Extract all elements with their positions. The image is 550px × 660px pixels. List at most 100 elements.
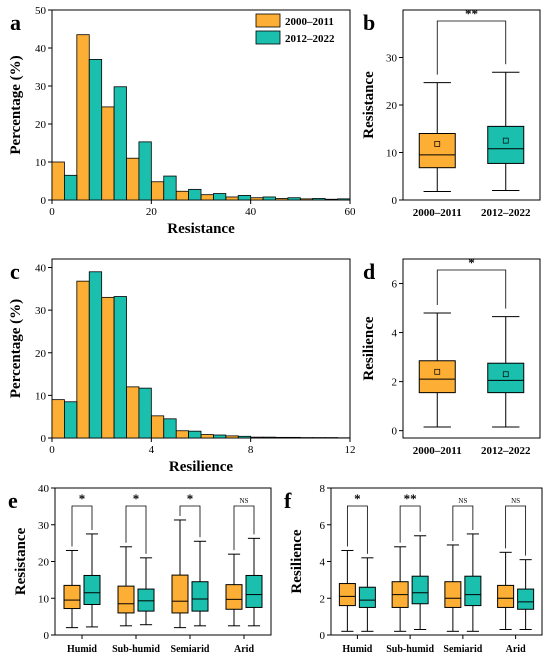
- x-category-label: Arid: [506, 644, 526, 655]
- histogram-bar: [150, 181, 165, 201]
- y-tick-label: 0: [392, 426, 398, 438]
- x-category-label: 2012–2022: [481, 445, 531, 457]
- histogram-bar: [237, 435, 252, 439]
- histogram-bar: [113, 86, 127, 201]
- histogram-bar: [213, 193, 227, 201]
- y-tick-label: 30: [35, 81, 47, 93]
- x-category-label: Humid: [342, 644, 372, 655]
- plot-frame: [402, 9, 541, 201]
- legend-swatch: [255, 30, 281, 45]
- histogram-bar: [200, 194, 214, 201]
- box-body: [517, 588, 535, 610]
- x-category-label: Sub-humid: [386, 644, 434, 655]
- box-body: [411, 575, 429, 605]
- histogram-bar: [88, 271, 103, 439]
- y-axis-label: Resilience: [361, 316, 377, 380]
- histogram-bar: [337, 198, 351, 201]
- y-tick-label: 2: [392, 377, 398, 389]
- box-body: [191, 581, 209, 612]
- panel-a: 0 10 20 30 40 50 0 20 40 60 Percentage (%) Resistan…: [8, 5, 356, 237]
- significance-bracket: [452, 505, 474, 541]
- legend-swatch: [255, 13, 281, 28]
- plot-frame: [402, 258, 541, 439]
- histogram-bar: [188, 430, 202, 439]
- y-axis-label: Percentage (%): [8, 299, 24, 398]
- histogram-bar: [262, 436, 276, 439]
- significance-label: NS: [511, 497, 520, 505]
- histogram-bar: [51, 399, 65, 439]
- x-tick-label: 0: [49, 206, 55, 218]
- histogram-bar: [299, 198, 314, 201]
- x-category-label: Semiarid: [171, 644, 210, 655]
- histogram-bar: [76, 34, 90, 201]
- histogram-bar: [287, 436, 301, 439]
- x-tick-label: 12: [345, 444, 356, 456]
- y-tick-label: 20: [38, 557, 50, 569]
- significance-bracket: [436, 269, 507, 309]
- histogram-bar: [163, 418, 177, 439]
- x-category-label: 2012–2022: [481, 207, 531, 219]
- y-axis-label: Resistance: [13, 527, 29, 595]
- y-tick-label: 4: [392, 328, 398, 340]
- histogram-bar: [126, 386, 140, 439]
- y-tick-label: 2: [320, 593, 326, 605]
- histogram-bar: [88, 59, 103, 201]
- box-body: [487, 362, 525, 394]
- y-tick-label: 40: [35, 263, 47, 275]
- panel-c: 0 10 20 30 40 0 4 8 12 Percentage (%) Resilience c: [8, 258, 356, 475]
- significance-label: *: [133, 491, 140, 506]
- x-axis-label: Resistance: [167, 221, 235, 237]
- plot-frame: [54, 487, 272, 636]
- y-tick-label: 0: [41, 433, 47, 445]
- histogram-bar: [225, 196, 239, 201]
- y-axis-label: Resilience: [289, 529, 305, 593]
- histogram-bar: [213, 434, 227, 439]
- box-body: [137, 588, 155, 612]
- y-axis-label: Percentage (%): [8, 55, 24, 154]
- y-tick-label: 6: [320, 520, 326, 532]
- box-body: [171, 574, 189, 614]
- y-tick-label: 0: [320, 630, 326, 642]
- box-mean-marker: [434, 368, 441, 375]
- histogram-bar: [275, 436, 289, 439]
- box-body: [63, 584, 81, 610]
- x-tick-label: 4: [149, 444, 155, 456]
- significance-bracket: [233, 505, 255, 551]
- panel-label: c: [10, 259, 20, 284]
- x-category-label: 2000–2011: [413, 445, 462, 457]
- y-tick-label: 20: [35, 119, 47, 131]
- histogram-bar: [287, 197, 301, 201]
- histogram-bar: [64, 174, 78, 201]
- significance-label: *: [187, 491, 194, 506]
- histogram-bar: [51, 161, 65, 201]
- box-body: [464, 575, 482, 607]
- box-body: [83, 574, 101, 605]
- box-mean-marker: [502, 371, 509, 378]
- significance-label: **: [404, 491, 417, 506]
- y-tick-label: 40: [35, 43, 47, 55]
- panel-label: e: [8, 488, 18, 513]
- histogram-bar: [138, 387, 152, 439]
- histogram-bar: [188, 188, 202, 201]
- y-tick-label: 4: [320, 557, 326, 569]
- box-body: [338, 583, 356, 607]
- box-body: [117, 585, 135, 614]
- histogram-bar: [64, 401, 78, 439]
- y-tick-label: 10: [35, 390, 47, 402]
- y-tick-label: 30: [35, 305, 47, 317]
- histogram-bar: [324, 198, 338, 201]
- panel-label: d: [363, 259, 375, 284]
- panel-d: 0 2 4 6 Resilience d 2000–2011 2012–2022 *: [361, 255, 541, 457]
- y-tick-label: 6: [392, 279, 398, 291]
- histogram-bar: [250, 436, 264, 439]
- box-mean-marker: [434, 141, 441, 147]
- histogram-bar: [113, 296, 127, 439]
- significance-bracket: [71, 505, 93, 547]
- y-tick-label: 20: [35, 348, 47, 360]
- box-body: [225, 584, 243, 610]
- panel-f: 0 2 4 6 8 Resilience f Humid * Sub-humid ** Semiari…: [284, 483, 543, 655]
- significance-bracket: [436, 20, 507, 75]
- y-tick-label: 50: [35, 5, 47, 17]
- box-body: [444, 581, 462, 608]
- histogram-bar: [275, 198, 289, 201]
